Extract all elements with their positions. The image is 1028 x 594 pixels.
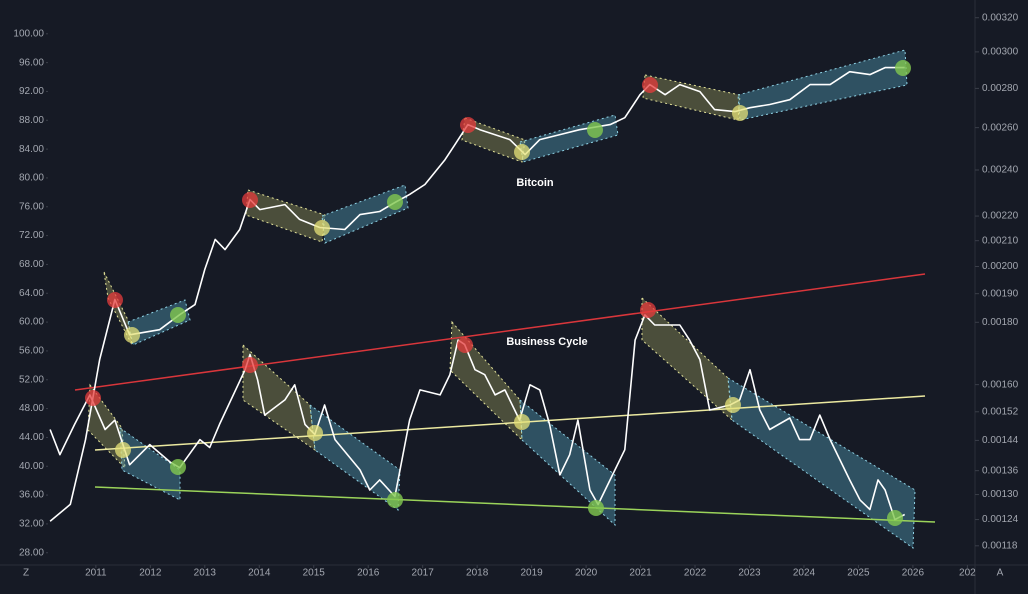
- trend-lines: [74, 273, 936, 523]
- mid-marker: [124, 327, 140, 343]
- mid-marker: [307, 425, 323, 441]
- down-channel: [641, 296, 733, 422]
- yellow-trend-line: [94, 395, 926, 451]
- y2-tick-label: 0.00152: [982, 406, 1019, 417]
- y-tick-label: 76.00: [19, 201, 44, 212]
- annotation: Bitcoin: [516, 177, 554, 189]
- y-tick-label: 44.00: [19, 432, 44, 443]
- y-tick-label: 84.00: [19, 144, 44, 155]
- peak-marker: [640, 302, 656, 318]
- y2-tick-label: 0.00180: [982, 317, 1019, 328]
- trough-marker: [387, 492, 403, 508]
- trough-marker: [895, 60, 911, 76]
- x-tick-label: 2020: [575, 568, 598, 579]
- x-tick-label: 2014: [248, 568, 271, 579]
- y-tick-label: 60.00: [19, 317, 44, 328]
- y2-tick-label: 0.00160: [982, 379, 1019, 390]
- y-tick-label: 64.00: [19, 288, 44, 299]
- y2-tick-label: 0.00280: [982, 83, 1019, 94]
- y2-tick-label: 0.00190: [982, 288, 1019, 299]
- peak-marker: [242, 192, 258, 208]
- y-tick-label: 28.00: [19, 547, 44, 558]
- down-channel: [119, 427, 181, 501]
- y2-tick-label: 0.00118: [982, 540, 1018, 551]
- x-tick-label: 2026: [902, 568, 925, 579]
- y-tick-label: 36.00: [19, 490, 44, 501]
- y2-tick-label: 0.00124: [982, 514, 1019, 525]
- down-channel: [245, 189, 326, 243]
- x-tick-label: 2021: [629, 568, 652, 579]
- mid-marker: [314, 220, 330, 236]
- y2-tick-label: 0.00320: [982, 12, 1019, 23]
- peak-marker: [457, 337, 473, 353]
- x-tick-label: 2022: [684, 568, 707, 579]
- x-tick-label: 2013: [194, 568, 217, 579]
- y-tick-label: 68.00: [19, 259, 44, 270]
- scale-button[interactable]: Z: [23, 568, 29, 579]
- y2-tick-label: 0.00130: [982, 489, 1019, 500]
- y-tick-label: 56.00: [19, 346, 44, 357]
- x-tick-label: 2023: [738, 568, 761, 579]
- mid-marker: [514, 414, 530, 430]
- x-tick-label: 2016: [357, 568, 380, 579]
- x-tick-label: 2017: [412, 568, 435, 579]
- mid-marker: [115, 442, 131, 458]
- trough-marker: [170, 307, 186, 323]
- y2-tick-label: 0.00200: [982, 261, 1019, 272]
- mid-marker: [514, 144, 530, 160]
- x-tick-label: 2011: [85, 568, 107, 579]
- y2-tick-label: 0.00240: [982, 165, 1019, 176]
- x-tick-label: 2018: [466, 568, 489, 579]
- y-tick-label: 32.00: [19, 519, 44, 530]
- y-tick-label: 40.00: [19, 461, 44, 472]
- trough-marker: [887, 510, 903, 526]
- peak-marker: [85, 390, 101, 406]
- y2-tick-label: 0.00260: [982, 122, 1019, 133]
- y-tick-label: 100.00: [13, 28, 44, 39]
- scale-button[interactable]: A: [997, 568, 1004, 579]
- pivot-markers: [85, 60, 911, 526]
- y-tick-label: 96.00: [19, 57, 44, 68]
- x-tick-label: 2012: [139, 568, 162, 579]
- trough-marker: [170, 459, 186, 475]
- x-tick-label: 202: [959, 568, 976, 579]
- peak-marker: [242, 357, 258, 373]
- x-tick-label: 2025: [847, 568, 870, 579]
- y-tick-label: 92.00: [19, 86, 44, 97]
- y-tick-label: 88.00: [19, 115, 44, 126]
- y-tick-label: 72.00: [19, 230, 44, 241]
- y2-tick-label: 0.00220: [982, 211, 1019, 222]
- peak-marker: [107, 292, 123, 308]
- trough-marker: [588, 500, 604, 516]
- red-trend-line: [74, 273, 926, 391]
- y-tick-label: 48.00: [19, 403, 44, 414]
- y-tick-label: 80.00: [19, 173, 44, 184]
- y2-tick-label: 0.00136: [982, 465, 1019, 476]
- down-channel: [242, 343, 316, 452]
- mid-marker: [725, 397, 741, 413]
- series-line: [49, 314, 906, 521]
- y-tick-label: 52.00: [19, 374, 44, 385]
- mid-marker: [732, 105, 748, 121]
- trough-marker: [387, 194, 403, 210]
- green-trend-line: [94, 486, 936, 523]
- x-tick-label: 2015: [303, 568, 326, 579]
- trough-marker: [587, 122, 603, 138]
- down-channel: [642, 74, 741, 121]
- x-tick-label: 2024: [793, 568, 816, 579]
- y2-tick-label: 0.00144: [982, 435, 1019, 446]
- peak-marker: [642, 77, 658, 93]
- x-tick-label: 2019: [520, 568, 543, 579]
- y2-tick-label: 0.00300: [982, 47, 1019, 58]
- annotation: Business Cycle: [506, 336, 587, 348]
- y2-tick-label: 0.00210: [982, 235, 1019, 246]
- peak-marker: [460, 117, 476, 133]
